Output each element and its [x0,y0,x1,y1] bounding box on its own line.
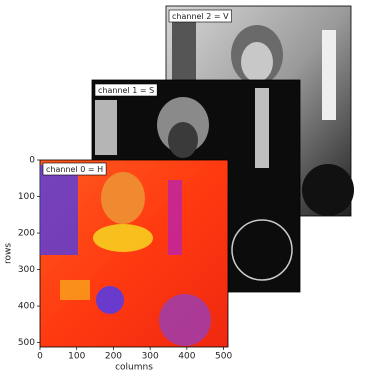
x-tick-label: 0 [37,352,43,362]
y-tick-label: 500 [18,338,35,348]
figure: channel 2 = V channel 1 = S channel 0 = H 0… [0,0,373,373]
y-tick-label: 400 [18,302,35,312]
y-tick-label: 0 [29,156,35,166]
x-tick-label: 100 [68,352,85,362]
x-tick-label: 200 [105,352,122,362]
x-tick-label: 300 [142,352,159,362]
x-tick-label: 400 [178,352,195,362]
panel-label: channel 1 = S [98,86,154,95]
y-axis-label: rows [4,243,14,264]
y-tick-label: 200 [18,229,35,239]
panel-label: channel 0 = H [46,165,103,174]
panel-label: channel 2 = V [172,12,229,21]
y-tick-label: 100 [18,192,35,202]
panel-h [40,160,228,347]
y-tick-label: 300 [18,265,35,275]
x-tick-label: 500 [215,352,232,362]
x-axis-label: columns [115,363,153,373]
